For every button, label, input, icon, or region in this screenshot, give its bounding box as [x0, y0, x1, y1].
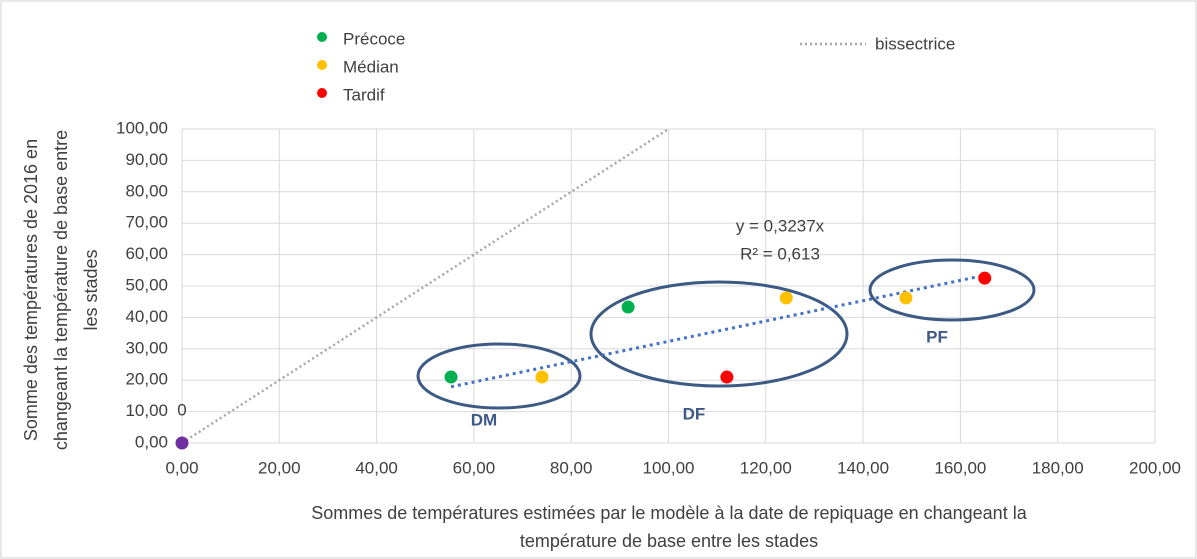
- x-tick-label: 80,00: [550, 458, 593, 477]
- x-axis-label: Sommes de températures estimées par le m…: [311, 503, 1027, 523]
- x-tick-label: 40,00: [355, 458, 398, 477]
- y-tick-label: 100,00: [116, 118, 168, 137]
- x-tick-label: 160,00: [934, 458, 986, 477]
- x-tick-label: 0,00: [165, 458, 198, 477]
- point: [444, 370, 458, 384]
- group-ellipse: [868, 258, 1036, 322]
- y-tick-label: 50,00: [125, 275, 168, 294]
- x-tick-label: 140,00: [837, 458, 889, 477]
- x-tick-label: 60,00: [453, 458, 496, 477]
- y-axis-label: changeant la température de base entre: [51, 130, 71, 450]
- y-tick-label: 80,00: [125, 181, 168, 200]
- y-tick-label: 10,00: [125, 401, 168, 420]
- x-tick-label: 100,00: [643, 458, 695, 477]
- legend-label: bissectrice: [875, 34, 955, 53]
- legend-label: Médian: [343, 57, 399, 76]
- point: [779, 291, 793, 305]
- bisector: [181, 127, 670, 445]
- x-tick-label: 180,00: [1032, 458, 1084, 477]
- group-ellipse: [416, 342, 582, 410]
- group-ellipse: [589, 280, 849, 388]
- point: [899, 291, 913, 305]
- x-tick-label: 200,00: [1129, 458, 1181, 477]
- y-tick-label: 20,00: [125, 370, 168, 389]
- y-tick-label: 60,00: [125, 244, 168, 263]
- point: [978, 271, 992, 285]
- legend-label: Tardif: [343, 85, 385, 104]
- group-label: PF: [926, 327, 948, 346]
- y-tick-label: 30,00: [125, 338, 168, 357]
- trend-equation: y = 0,3237x: [736, 216, 825, 235]
- x-axis-label: température de base entre les stades: [520, 531, 818, 551]
- point: [535, 370, 549, 384]
- legend-label: Précoce: [343, 29, 405, 48]
- point: [621, 300, 635, 314]
- y-tick-label: 0,00: [135, 432, 168, 451]
- group-label: DM: [471, 410, 497, 429]
- legend-marker: [317, 88, 327, 98]
- grid: [181, 128, 1156, 444]
- group-label: DF: [683, 404, 706, 423]
- y-axis-label: Somme des températures de 2016 en: [21, 139, 41, 441]
- origin-label: 0: [177, 400, 186, 419]
- x-tick-label: 120,00: [740, 458, 792, 477]
- trend-r2: R² = 0,613: [740, 244, 820, 263]
- legend-marker: [317, 60, 327, 70]
- y-tick-label: 40,00: [125, 307, 168, 326]
- origin-point: [175, 436, 189, 450]
- legend-marker: [317, 32, 327, 42]
- y-axis-label: les stades: [81, 249, 101, 330]
- y-tick-label: 90,00: [125, 150, 168, 169]
- point: [720, 370, 734, 384]
- y-tick-label: 70,00: [125, 213, 168, 232]
- x-tick-label: 20,00: [258, 458, 301, 477]
